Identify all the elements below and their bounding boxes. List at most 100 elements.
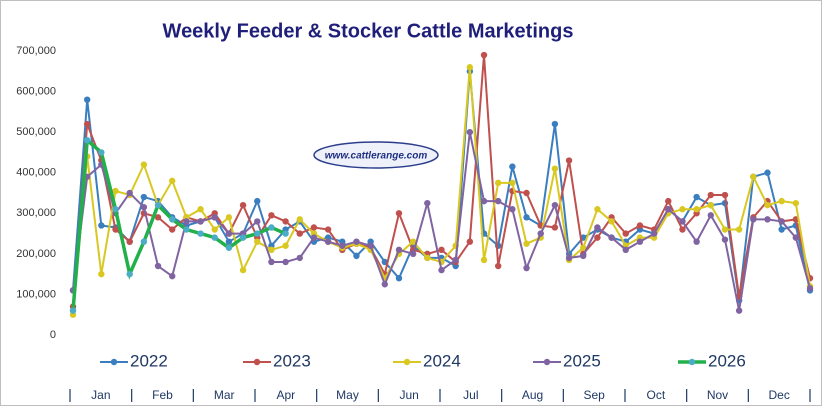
- data-point: [735, 226, 743, 233]
- data-point: [424, 199, 431, 207]
- data-point: [565, 254, 573, 262]
- data-point: [693, 206, 700, 213]
- data-point: [282, 242, 289, 249]
- data-point: [324, 226, 332, 233]
- data-point: [452, 256, 459, 264]
- data-point: [239, 201, 247, 209]
- data-point: [83, 120, 91, 128]
- data-point: [707, 191, 714, 199]
- data-point: [665, 197, 672, 205]
- data-point: [721, 236, 729, 243]
- data-point: [310, 234, 318, 241]
- data-point: [282, 258, 289, 266]
- data-point: [268, 212, 275, 219]
- data-point: [608, 234, 615, 241]
- x-tick-label: Mar: [214, 388, 235, 402]
- data-point: [324, 238, 332, 245]
- data-point: [296, 216, 303, 223]
- data-point: [494, 197, 502, 205]
- data-point: [395, 275, 403, 282]
- data-point: [98, 149, 105, 156]
- data-point: [466, 128, 474, 136]
- data-point: [225, 230, 233, 237]
- x-tick-label: May: [336, 388, 359, 402]
- data-point: [353, 238, 360, 245]
- data-point: [169, 177, 176, 185]
- legend-marker: [253, 358, 261, 366]
- data-point: [183, 218, 190, 225]
- data-point: [551, 120, 559, 128]
- data-point: [480, 51, 488, 59]
- data-point: [622, 230, 629, 237]
- data-point: [154, 262, 162, 270]
- data-point: [282, 230, 289, 237]
- data-point: [594, 206, 601, 213]
- y-tick-label: 700,000: [16, 45, 56, 57]
- data-point: [565, 157, 573, 164]
- data-point: [268, 246, 275, 253]
- series-line: [71, 136, 287, 311]
- data-point: [169, 216, 176, 223]
- data-point: [480, 197, 488, 205]
- data-point: [409, 238, 417, 245]
- data-point: [268, 224, 275, 231]
- data-point: [523, 214, 530, 221]
- legend-marker: [110, 358, 118, 366]
- data-point: [509, 206, 516, 213]
- data-point: [296, 230, 303, 237]
- data-point: [296, 254, 303, 262]
- data-point: [792, 199, 800, 207]
- x-tick-label: Apr: [276, 388, 295, 402]
- data-point: [282, 218, 289, 225]
- data-point: [509, 179, 516, 187]
- data-point: [126, 270, 133, 278]
- data-point: [636, 238, 644, 245]
- data-point: [211, 214, 218, 221]
- data-point: [679, 218, 686, 225]
- data-point: [806, 285, 814, 292]
- y-tick-label: 400,000: [16, 167, 56, 179]
- x-tick-label: Feb: [152, 388, 173, 402]
- data-point: [126, 238, 133, 245]
- data-point: [197, 206, 204, 213]
- data-point: [551, 201, 559, 209]
- watermark: www.cattlerange.com: [325, 151, 428, 162]
- data-point: [750, 216, 757, 223]
- chart-title: Weekly Feeder & Stocker Cattle Marketing…: [163, 20, 574, 42]
- watermark-badge: [313, 141, 439, 169]
- data-point: [693, 238, 700, 245]
- data-point: [254, 238, 261, 245]
- x-tick-label: Jul: [463, 388, 478, 402]
- data-point: [353, 252, 360, 260]
- y-tick-label: 500,000: [16, 126, 56, 138]
- data-point: [679, 226, 686, 233]
- data-point: [523, 264, 530, 272]
- data-point: [140, 161, 148, 168]
- data-point: [580, 244, 587, 251]
- data-point: [339, 242, 346, 249]
- data-point: [83, 96, 91, 103]
- data-point: [735, 307, 743, 314]
- data-point: [764, 169, 771, 176]
- legend-label: 2023: [273, 351, 311, 370]
- data-point: [197, 230, 204, 237]
- data-point: [225, 238, 233, 245]
- data-point: [438, 266, 445, 274]
- data-point: [98, 222, 105, 229]
- data-point: [721, 226, 729, 233]
- data-point: [424, 254, 431, 262]
- data-point: [239, 234, 247, 241]
- data-point: [509, 163, 516, 170]
- data-point: [381, 281, 389, 288]
- data-point: [126, 189, 133, 197]
- legend-label: 2026: [708, 351, 746, 370]
- x-tick-label: Dec: [768, 388, 789, 402]
- data-point: [707, 201, 714, 209]
- data-point: [254, 197, 261, 205]
- data-point: [551, 224, 559, 231]
- data-point: [679, 206, 686, 213]
- data-point: [98, 270, 105, 278]
- data-point: [792, 234, 800, 241]
- legend-label: 2022: [130, 351, 168, 370]
